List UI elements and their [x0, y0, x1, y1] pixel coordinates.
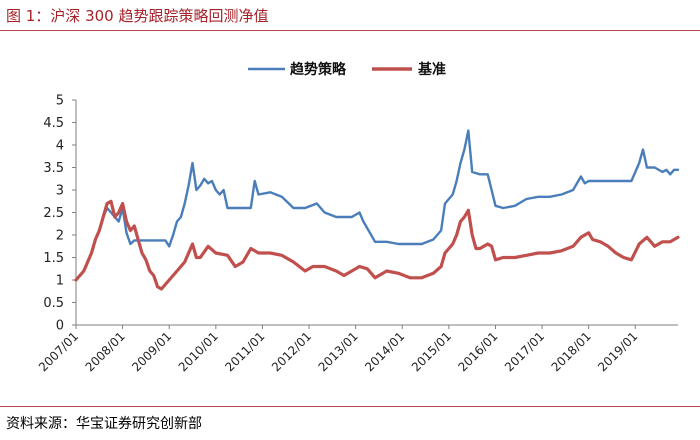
legend-label: 基准: [418, 61, 446, 78]
x-tick-label: 2015/01: [409, 329, 454, 374]
x-tick-label: 2013/01: [316, 329, 361, 374]
y-tick-label: 1.5: [43, 251, 64, 266]
y-tick-label: 1: [56, 274, 64, 289]
source-note: 资料来源：华宝证券研究创新部: [6, 416, 202, 432]
chart-axes: 0 0.5 1 1.5 2 2.5 3 3.5 4 4.5 5 2007/01 2008/01 2009/…: [36, 94, 678, 374]
x-tick-label: 2008/01: [83, 329, 128, 374]
chart-series: [74, 129, 680, 291]
x-tick-label: 2017/01: [502, 329, 547, 374]
series-line-1: [74, 199, 680, 291]
x-tick-label: 2019/01: [595, 329, 640, 374]
x-tick-label: 2016/01: [455, 329, 500, 374]
x-tick-label: 2010/01: [176, 329, 221, 374]
line-chart: 0 0.5 1 1.5 2 2.5 3 3.5 4 4.5 5 2007/01 2008/01 2009/…: [36, 61, 680, 374]
x-tick-label: 2009/01: [129, 329, 174, 374]
x-tick-label: 2011/01: [222, 329, 267, 374]
title-rule: [0, 30, 700, 31]
y-tick-label: 3.5: [43, 161, 64, 176]
y-tick-label: 5: [56, 94, 64, 109]
y-tick-label: 0: [56, 319, 64, 334]
source-rule: [0, 406, 700, 407]
y-tick-label: 4.5: [43, 116, 64, 131]
x-tick-label: 2012/01: [269, 329, 314, 374]
x-tick-label: 2014/01: [362, 329, 407, 374]
y-tick-label: 2: [56, 229, 64, 244]
x-tick-label: 2007/01: [36, 329, 81, 374]
legend-label: 趋势策略: [290, 61, 347, 78]
y-tick-label: 4: [56, 139, 64, 154]
x-tick-label: 2018/01: [549, 329, 594, 374]
y-tick-label: 2.5: [43, 206, 64, 221]
figure-title: 图 1：沪深 300 趋势跟踪策略回测净值: [6, 7, 269, 25]
y-tick-label: 3: [56, 184, 64, 199]
y-tick-label: 0.5: [43, 296, 64, 311]
chart-legend: 趋势策略 基准: [248, 61, 446, 78]
series-line-0: [74, 129, 680, 282]
